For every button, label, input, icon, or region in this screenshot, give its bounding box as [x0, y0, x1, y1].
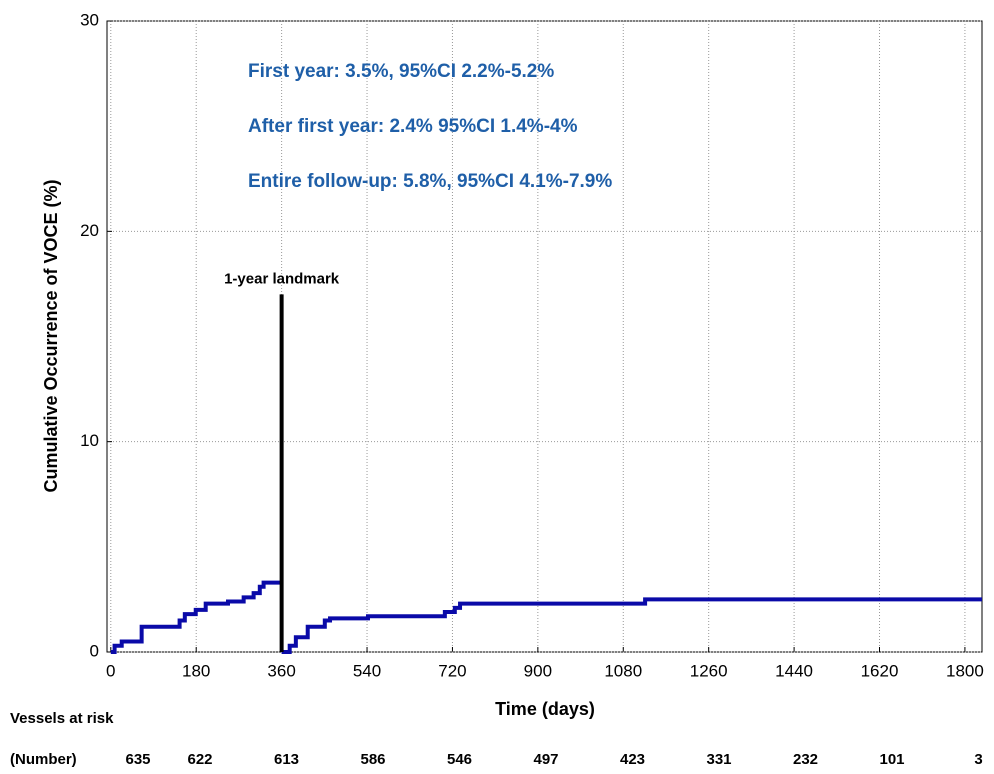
x-tick-label: 180: [182, 661, 210, 680]
risk-value: 3: [974, 751, 982, 768]
risk-row-label: (Number): [10, 751, 77, 768]
risk-value: 586: [360, 751, 385, 768]
x-tick-label: 900: [524, 661, 552, 680]
risk-value: 622: [187, 751, 212, 768]
risk-value: 423: [620, 751, 645, 768]
x-tick-label: 1620: [861, 661, 899, 680]
risk-value: 331: [706, 751, 731, 768]
x-tick-label: 1260: [690, 661, 728, 680]
landmark-label: 1-year landmark: [224, 270, 340, 287]
risk-value: 613: [274, 751, 299, 768]
annotation: After first year: 2.4% 95%CI 1.4%-4%: [248, 116, 578, 137]
x-tick-label: 1440: [775, 661, 813, 680]
y-axis-label: Cumulative Occurrence of VOCE (%): [41, 179, 61, 492]
step-line: [281, 597, 982, 654]
annotation: First year: 3.5%, 95%CI 2.2%-5.2%: [248, 61, 554, 82]
x-tick-label: 540: [353, 661, 381, 680]
step-line: [110, 580, 282, 654]
x-tick-label: 1800: [946, 661, 984, 680]
plot-frame: [106, 20, 983, 653]
annotation: Entire follow-up: 5.8%, 95%CI 4.1%-7.9%: [248, 171, 612, 192]
risk-value: 635: [125, 751, 150, 768]
x-axis-label: Time (days): [495, 699, 595, 719]
y-tick-label: 0: [90, 641, 99, 660]
x-tick-label: 360: [267, 661, 295, 680]
y-tick-label: 30: [80, 10, 99, 29]
x-tick-label: 720: [438, 661, 466, 680]
risk-value: 232: [793, 751, 818, 768]
x-tick-label: 1080: [604, 661, 642, 680]
y-tick-label: 10: [80, 431, 99, 450]
risk-value: 497: [533, 751, 558, 768]
risk-value: 546: [447, 751, 472, 768]
y-tick-label: 20: [80, 221, 99, 240]
risk-value: 101: [879, 751, 904, 768]
x-tick-label: 0: [106, 661, 115, 680]
risk-title: Vessels at risk: [10, 710, 114, 727]
